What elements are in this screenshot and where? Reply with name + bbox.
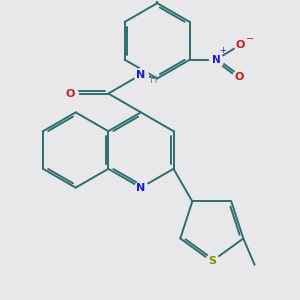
- Text: +: +: [219, 46, 226, 55]
- Text: O: O: [236, 40, 245, 50]
- Text: S: S: [208, 256, 216, 266]
- Text: N: N: [212, 55, 220, 64]
- Text: N: N: [136, 183, 146, 193]
- Text: −: −: [245, 34, 253, 44]
- Text: O: O: [234, 72, 243, 82]
- Text: N: N: [136, 70, 146, 80]
- Text: H: H: [150, 75, 158, 85]
- Text: O: O: [66, 88, 75, 98]
